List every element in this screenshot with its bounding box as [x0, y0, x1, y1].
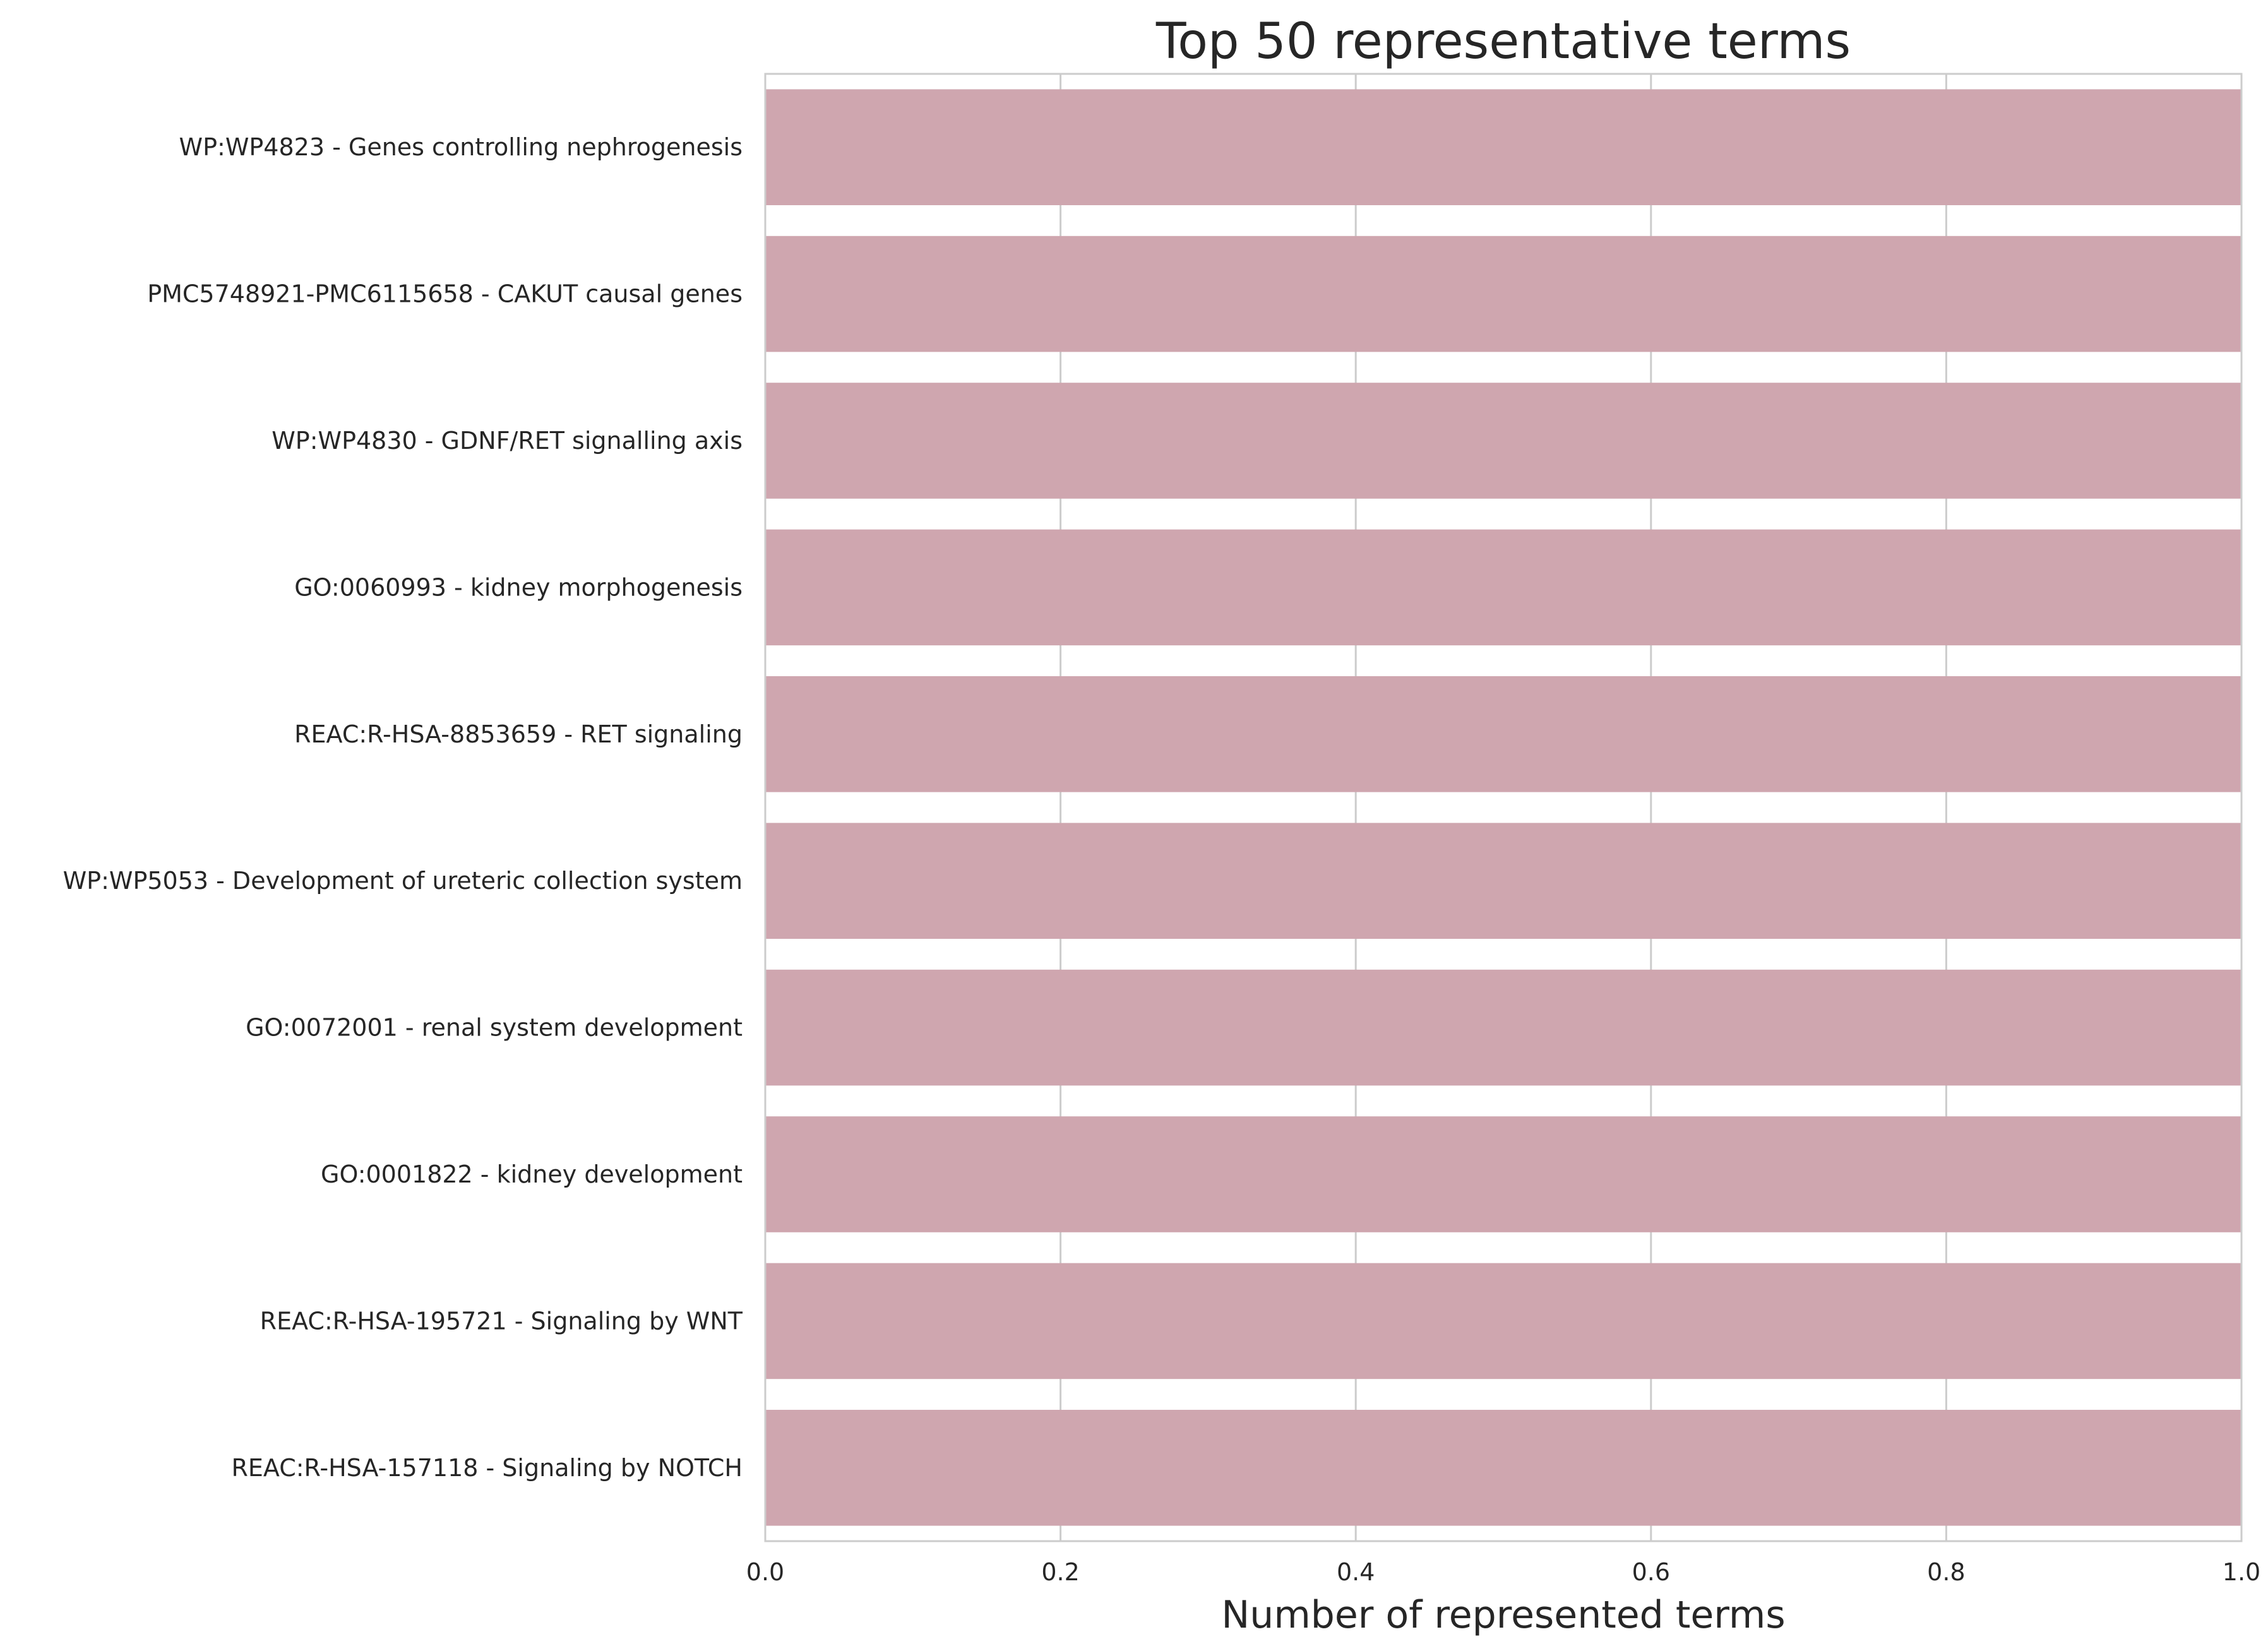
- bar: [765, 1410, 2241, 1526]
- x-tick-labels: 0.0 0.2 0.4 0.6 0.8 1.0: [746, 1558, 2260, 1586]
- x-tick-label: 0.6: [1632, 1558, 1670, 1586]
- bar: [765, 89, 2241, 205]
- x-tick-label: 0.4: [1337, 1558, 1375, 1586]
- y-tick-label: REAC:R-HSA-195721 - Signaling by WNT: [260, 1307, 743, 1335]
- bar: [765, 1116, 2241, 1232]
- bar: [765, 969, 2241, 1086]
- y-tick-label: REAC:R-HSA-157118 - Signaling by NOTCH: [231, 1454, 743, 1482]
- bar: [765, 383, 2241, 499]
- y-tick-label: WP:WP4823 - Genes controlling nephrogene…: [179, 133, 743, 161]
- x-axis-label: Number of represented terms: [1221, 1593, 1785, 1637]
- x-tick-label: 0.2: [1041, 1558, 1079, 1586]
- axes-frame: [764, 73, 2243, 1542]
- x-tick-label: 1.0: [2223, 1558, 2260, 1586]
- y-tick-label: WP:WP5053 - Development of ureteric coll…: [63, 867, 743, 895]
- bar: [765, 676, 2241, 792]
- bar: [765, 529, 2241, 646]
- y-tick-labels: WP:WP4823 - Genes controlling nephrogene…: [63, 133, 743, 1482]
- x-tick-label: 0.8: [1927, 1558, 1965, 1586]
- y-tick-label: GO:0001822 - kidney development: [321, 1160, 743, 1188]
- x-tick-label: 0.0: [746, 1558, 784, 1586]
- bar: [765, 235, 2241, 352]
- y-tick-label: REAC:R-HSA-8853659 - RET signaling: [294, 720, 743, 748]
- bars: [765, 89, 2241, 1526]
- y-tick-label: GO:0072001 - renal system development: [246, 1014, 743, 1042]
- y-tick-label: WP:WP4830 - GDNF/RET signalling axis: [272, 427, 743, 455]
- bar: [765, 823, 2241, 939]
- y-tick-label: GO:0060993 - kidney morphogenesis: [294, 573, 743, 601]
- chart-title: Top 50 representative terms: [1155, 13, 1851, 70]
- y-tick-label: PMC5748921-PMC6115658 - CAKUT causal gen…: [147, 280, 743, 308]
- bar: [765, 1263, 2241, 1380]
